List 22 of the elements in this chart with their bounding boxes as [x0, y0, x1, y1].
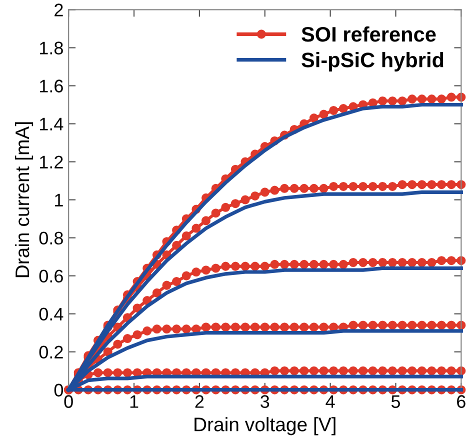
y-tick-label: 2: [54, 4, 63, 16]
x-axis-title: Drain voltage [V]: [194, 417, 336, 436]
x-tick-label: 5: [391, 395, 400, 408]
x-tick-label: 6: [457, 395, 466, 408]
y-tick-label: 0.8: [39, 232, 63, 245]
x-tick-label: 2: [195, 395, 204, 408]
legend-label: SOI reference: [302, 26, 436, 42]
y-tick-label: 1.6: [40, 80, 63, 92]
y-tick-label: 1.8: [40, 42, 63, 54]
y-tick-label: 1: [55, 194, 63, 206]
x-tick-label: 0: [64, 395, 73, 408]
y-tick-label: 0: [54, 384, 64, 397]
y-tick-label: 1.2: [40, 156, 63, 168]
y-tick-label: 0.4: [39, 308, 64, 321]
y-tick-label: 0.2: [39, 346, 63, 359]
y-axis-title: Drain current [mA]: [14, 122, 34, 278]
x-tick-label: 4: [326, 395, 335, 408]
x-tick-label: 3: [260, 395, 270, 408]
y-tick-label: 1.4: [40, 118, 64, 130]
legend-label: Si-pSiC hybrid: [302, 52, 444, 72]
y-tick-label: 0.6: [39, 270, 63, 283]
x-tick-label: 1: [130, 395, 138, 408]
